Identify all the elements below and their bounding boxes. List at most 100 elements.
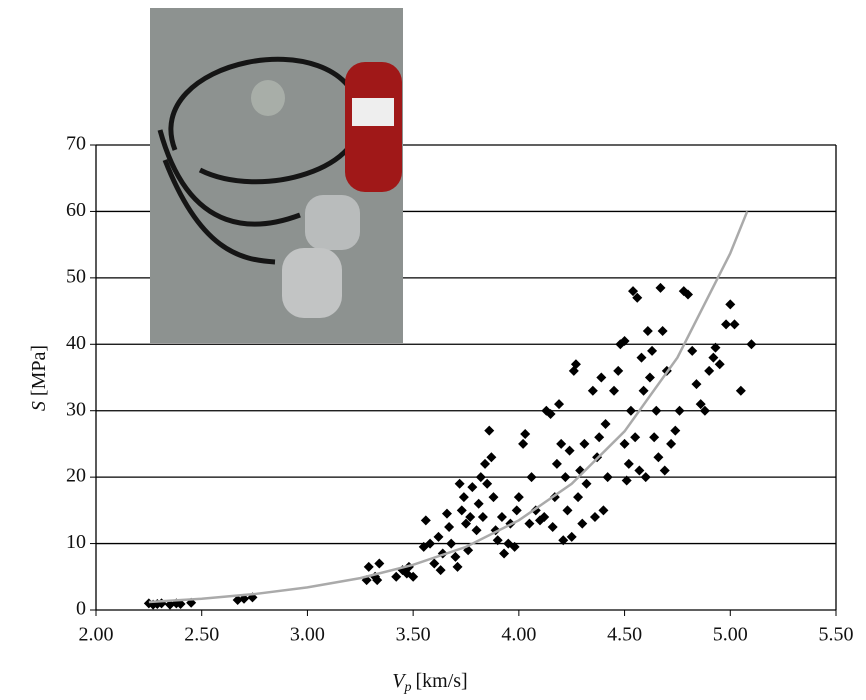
x-label-unit: [km/s] — [416, 670, 468, 692]
point — [735, 385, 746, 396]
point — [496, 512, 507, 522]
y-tick-label: 0 — [76, 598, 86, 620]
point — [456, 505, 467, 516]
point — [509, 541, 520, 552]
point — [374, 558, 385, 569]
point — [482, 478, 493, 489]
x-tick-label: 3.50 — [396, 624, 431, 646]
point — [475, 472, 486, 483]
point — [492, 535, 503, 546]
y-axis-label: S [MPa] — [28, 345, 50, 411]
point — [570, 359, 581, 370]
point — [560, 472, 571, 483]
point — [619, 335, 630, 346]
y-tick-label: 10 — [66, 531, 86, 553]
photo-sensor — [305, 195, 360, 250]
point — [458, 492, 469, 503]
point — [666, 438, 677, 449]
point — [363, 561, 374, 572]
point — [644, 372, 655, 383]
point — [562, 505, 573, 516]
y-tick-label: 70 — [66, 133, 86, 155]
point — [511, 505, 522, 516]
point — [429, 558, 440, 569]
point — [513, 492, 524, 503]
point — [408, 571, 419, 582]
point — [695, 399, 706, 410]
point — [634, 465, 645, 476]
point — [526, 472, 537, 483]
point — [577, 518, 588, 529]
point — [655, 282, 666, 293]
point — [486, 452, 497, 463]
point — [484, 425, 495, 436]
point — [558, 535, 569, 546]
point — [691, 379, 702, 390]
point — [581, 478, 592, 489]
point — [554, 399, 565, 410]
point — [642, 326, 653, 336]
point — [480, 458, 491, 469]
point — [638, 385, 649, 396]
y-label-symbol: S — [28, 401, 50, 411]
point — [461, 518, 471, 529]
point — [632, 292, 643, 303]
x-label-symbol: V — [392, 670, 407, 692]
photo-cable — [162, 159, 276, 265]
point — [674, 405, 685, 416]
x-tick-label: 2.50 — [184, 624, 219, 646]
point — [465, 512, 476, 522]
x-tick-label: 4.50 — [607, 624, 642, 646]
x-tick-label: 4.00 — [501, 624, 536, 646]
point — [165, 599, 175, 610]
point — [175, 599, 186, 610]
point — [433, 531, 444, 542]
point — [659, 465, 670, 476]
fit-line — [148, 210, 749, 604]
point — [708, 352, 719, 363]
point — [518, 438, 529, 449]
point — [721, 319, 732, 330]
y-label-unit: [MPa] — [28, 345, 50, 396]
point — [372, 575, 383, 586]
point — [547, 521, 558, 532]
photo-sample — [251, 80, 285, 116]
point — [636, 352, 647, 363]
point — [683, 289, 693, 300]
photo-label — [352, 98, 394, 126]
point — [499, 548, 510, 559]
point — [653, 452, 664, 463]
point — [539, 512, 550, 522]
point — [587, 385, 598, 396]
point — [746, 339, 757, 350]
point — [435, 565, 446, 576]
point — [391, 571, 402, 582]
point — [649, 432, 660, 443]
y-tick-label: 40 — [66, 332, 86, 354]
point — [467, 482, 478, 493]
point — [452, 561, 463, 572]
photo-red-cylinder — [345, 62, 402, 192]
y-tick-label: 20 — [66, 465, 86, 487]
point — [602, 472, 613, 483]
point — [232, 595, 243, 606]
point — [444, 521, 455, 532]
point — [687, 345, 698, 356]
point — [710, 342, 721, 353]
point — [657, 326, 668, 336]
x-label-subscript: p — [404, 680, 412, 695]
point — [609, 385, 619, 396]
point — [551, 458, 562, 469]
point — [596, 372, 607, 383]
photo-sensor — [282, 248, 342, 318]
point — [450, 551, 461, 562]
point — [425, 538, 436, 549]
point — [725, 299, 736, 310]
photo-inset — [150, 8, 403, 343]
point — [699, 405, 710, 416]
point — [628, 286, 639, 297]
point — [564, 445, 575, 456]
point — [625, 405, 636, 416]
point — [630, 432, 641, 443]
